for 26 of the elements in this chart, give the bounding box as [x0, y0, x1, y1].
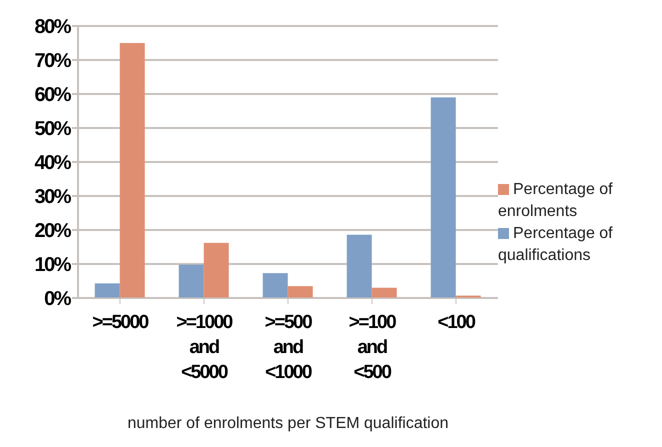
y-tick-label: 50%: [34, 118, 72, 140]
x-tick-label: >=500 and <1000: [264, 312, 312, 383]
x-axis-title: number of enrolments per STEM qualification: [127, 415, 449, 432]
x-tick-label: <100: [438, 312, 476, 333]
x-tick-label: >=100 and <500: [348, 312, 396, 383]
y-tick-label: 10%: [34, 254, 72, 276]
y-tick-label: 30%: [34, 186, 72, 208]
y-tick-label: 0%: [44, 288, 72, 310]
bar: [204, 242, 229, 298]
bar: [288, 286, 313, 298]
legend-label: Percentage of qualifications: [498, 225, 613, 264]
y-tick-label: 70%: [34, 50, 72, 72]
y-tick-label: 40%: [34, 152, 72, 174]
bar: [94, 283, 120, 298]
bar: [120, 43, 145, 298]
y-tick-label: 80%: [34, 16, 72, 38]
bar: [178, 264, 204, 298]
legend-label: Percentage of enrolments: [498, 181, 613, 220]
x-tick-label: >=1000 and <5000: [176, 312, 233, 383]
bar: [372, 288, 397, 298]
bar: [430, 97, 456, 298]
bar: [262, 273, 288, 298]
y-tick-label: 20%: [34, 220, 72, 242]
y-tick-label: 60%: [34, 84, 72, 106]
bar: [346, 234, 372, 298]
x-tick-label: >=5000: [92, 312, 149, 333]
